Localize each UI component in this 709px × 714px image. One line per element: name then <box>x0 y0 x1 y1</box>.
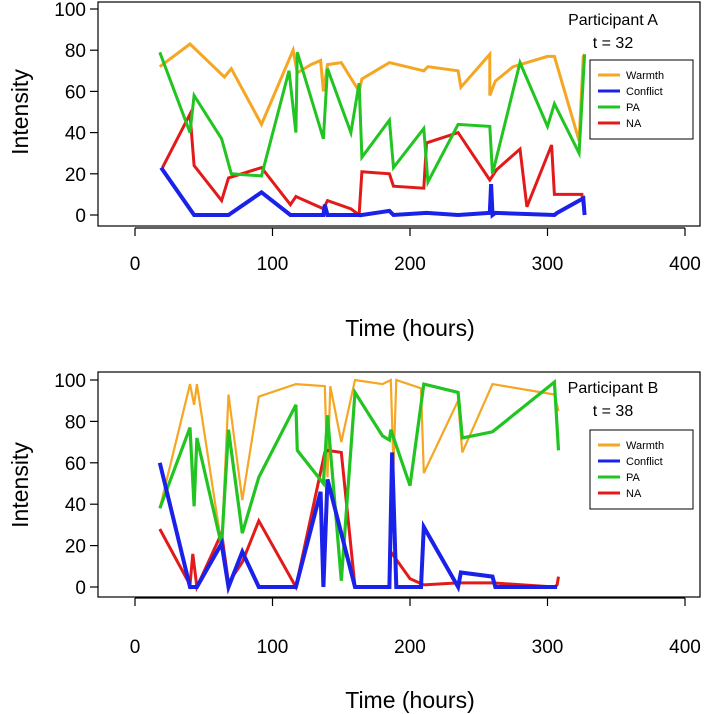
panel-a-series-pa <box>158 51 587 188</box>
panel-b-legend-label-pa: PA <box>626 472 641 484</box>
panel-b-xtick-label-200: 200 <box>394 637 426 658</box>
panel-a-series-warmth <box>158 42 586 142</box>
panel-a-xtick-label-0: 0 <box>130 254 141 275</box>
panel-a-legend-label-warmth: Warmth <box>626 70 664 82</box>
panel-b-series-warmth <box>158 378 560 546</box>
panel-b-legend-label-na: NA <box>626 488 642 500</box>
panel-a-ylabel: Intensity <box>7 69 33 155</box>
panel-a-legend-label-na: NA <box>626 118 642 130</box>
panel-a-ytick-label-40: 40 <box>65 124 86 145</box>
panel-a-legend-label-pa: PA <box>626 102 641 114</box>
panel-a-subtitle: t = 32 <box>593 35 634 52</box>
panel-a-series-group <box>158 42 587 219</box>
panel-b-legend-label-conflict: Conflict <box>626 456 663 468</box>
panel-b-ytick-label-60: 60 <box>65 454 86 475</box>
panel-a-series-conflict <box>159 166 587 219</box>
panel-a-xtick-label-200: 200 <box>394 254 426 275</box>
panel-a-xtick-label-400: 400 <box>669 254 701 275</box>
panel-a-ytick-label-20: 20 <box>65 165 86 186</box>
panel-b-series-pa <box>158 378 561 581</box>
panel-b-legend: Warmth Conflict PA NA <box>589 429 694 510</box>
panel-a-xtick-label-100: 100 <box>257 254 289 275</box>
panel-a-ytick-label-80: 80 <box>65 41 86 62</box>
panel-a-xlabel: Time (hours) <box>345 315 475 341</box>
panel-b-ytick-label-0: 0 <box>75 578 86 599</box>
panel-b-xtick-label-100: 100 <box>257 637 289 658</box>
panel-b-xtick-label-300: 300 <box>532 637 564 658</box>
panel-b-plot-box <box>97 371 701 598</box>
panel-a-ytick-label-60: 60 <box>65 82 86 103</box>
panel-b-ytick-label-80: 80 <box>65 412 86 433</box>
panel-b-series-conflict <box>157 452 558 595</box>
panel-a-title: Participant A <box>568 12 658 29</box>
panel-b-legend-label-warmth: Warmth <box>626 440 664 452</box>
panel-b: 0 20 40 60 80 100 0 100 200 300 400 Time (hours) Int… <box>7 371 701 713</box>
panel-b-ytick-label-100: 100 <box>54 371 86 392</box>
panel-a-legend-box <box>589 59 694 140</box>
panel-b-series-na <box>158 448 560 593</box>
panel-a-legend-label-conflict: Conflict <box>626 86 663 98</box>
panel-b-ylabel: Intensity <box>7 442 33 528</box>
panel-b-subtitle: t = 38 <box>593 403 634 420</box>
panel-a-ytick-label-0: 0 <box>75 206 86 227</box>
panel-b-xtick-label-400: 400 <box>669 637 701 658</box>
panel-b-series-group <box>157 378 561 595</box>
panel-b-ytick-label-40: 40 <box>65 495 86 516</box>
panel-a-ytick-label-100: 100 <box>54 0 86 21</box>
panel-b-ytick-label-20: 20 <box>65 537 86 558</box>
panel-a-plot-box <box>97 1 701 227</box>
panel-b-legend-box <box>589 429 694 510</box>
panel-a-legend: Warmth Conflict PA NA <box>589 59 694 140</box>
panel-a: 0 20 40 60 80 100 0 100 200 300 400 Time (hours) Int… <box>7 0 701 341</box>
panel-a-series-na <box>161 108 587 218</box>
panel-a-xtick-label-300: 300 <box>532 254 564 275</box>
panel-b-xlabel: Time (hours) <box>345 687 475 713</box>
panel-b-xtick-label-0: 0 <box>130 637 141 658</box>
panel-b-title: Participant B <box>568 380 659 397</box>
